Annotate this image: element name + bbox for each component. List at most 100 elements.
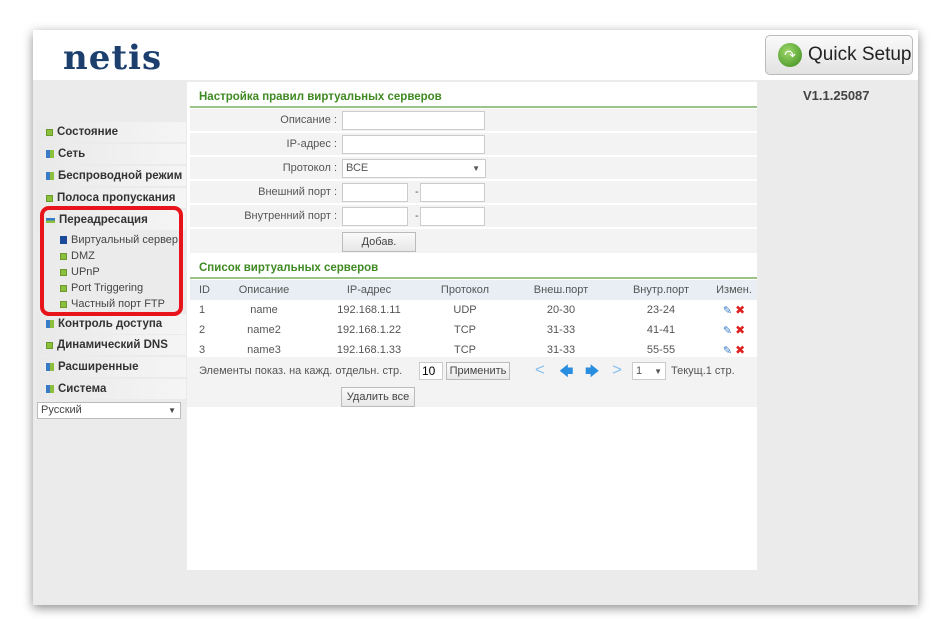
table-cell: 23-24 — [646, 304, 676, 316]
subitem-dmz[interactable]: DMZ — [60, 250, 95, 262]
page-select[interactable]: 1 ▼ — [632, 362, 666, 380]
last-page-icon[interactable]: > — [612, 360, 622, 379]
next-page-arrow-icon[interactable]: 🡆 — [585, 363, 600, 379]
internal-port-end-input[interactable] — [420, 207, 485, 226]
delete-x-icon[interactable]: ✖ — [735, 323, 746, 337]
highlight-box — [40, 206, 183, 316]
divider — [190, 277, 757, 279]
grid-icon — [46, 385, 54, 393]
protocol-value: ВСЕ — [346, 162, 369, 174]
main-content: Настройка правил виртуальных серверов Оп… — [187, 82, 757, 570]
table-cell: 192.168.1.22 — [336, 324, 402, 336]
table-cell: TCP — [454, 344, 476, 356]
table-cell: 31-33 — [546, 344, 576, 356]
square-icon — [60, 284, 67, 292]
delete-x-icon[interactable]: ✖ — [735, 343, 746, 357]
header: netis ↷ Quick Setup — [33, 30, 918, 80]
square-icon — [60, 300, 67, 308]
ip-label: IP-адрес : — [286, 138, 337, 150]
sidebar-item-ddns[interactable]: Динамический DNS — [37, 335, 186, 355]
table-cell: 1 — [199, 304, 206, 316]
column-header: Внутр.порт — [632, 284, 690, 296]
sidebar-label: Состояние — [57, 126, 119, 138]
protocol-select[interactable]: ВСЕ ▼ — [342, 159, 486, 178]
sidebar-item-bandwidth[interactable]: Полоса пропускания — [37, 188, 186, 208]
router-admin-window: netis ↷ Quick Setup V1.1.25087 Состояние … — [33, 30, 918, 605]
subitem-ftp-port[interactable]: Частный порт FTP — [60, 298, 165, 310]
current-page-text: Текущ.1 стр. — [671, 365, 735, 377]
row-actions: ✎ ✖ — [723, 323, 745, 337]
apply-button[interactable]: Применить — [446, 362, 510, 380]
grid-icon — [46, 363, 54, 371]
internal-port-start-input[interactable] — [342, 207, 408, 226]
subitem-label: Частный порт FTP — [71, 298, 165, 310]
square-icon — [46, 341, 53, 349]
sidebar-label: Беспроводной режим — [58, 170, 183, 182]
table-cell: 192.168.1.11 — [337, 304, 401, 316]
table-header — [190, 280, 757, 300]
chevron-down-icon: ▼ — [654, 367, 662, 376]
delete-all-button[interactable]: Удалить все — [341, 387, 415, 407]
language-select[interactable]: Русский ▼ — [37, 402, 181, 419]
sidebar-label: Полоса пропускания — [57, 192, 176, 204]
sidebar-item-forwarding[interactable]: Переадресация — [37, 210, 186, 230]
language-value: Русский — [41, 404, 82, 416]
active-arrow-icon — [60, 236, 67, 244]
protocol-row: Протокол : ВСЕ ▼ — [190, 157, 757, 180]
table-header-row: ID Описание IP-адрес Протокол Внеш.порт Внутр… — [187, 280, 757, 300]
sidebar-item-advanced[interactable]: Расширенные — [37, 357, 186, 377]
edit-pencil-icon[interactable]: ✎ — [722, 325, 733, 337]
delete-x-icon[interactable]: ✖ — [735, 303, 746, 317]
subitem-port-triggering[interactable]: Port Triggering — [60, 282, 143, 294]
internal-port-row: Внутренний порт : - — [190, 205, 757, 228]
ip-input[interactable] — [342, 135, 485, 154]
add-button[interactable]: Добав. — [342, 232, 416, 252]
quick-setup-label: Quick Setup — [808, 44, 912, 65]
sidebar-label: Контроль доступа — [58, 318, 163, 330]
sidebar-item-system[interactable]: Система — [37, 379, 186, 399]
sidebar-item-network[interactable]: Сеть — [37, 144, 186, 164]
subitem-upnp[interactable]: UPnP — [60, 266, 100, 278]
edit-pencil-icon[interactable]: ✎ — [722, 305, 733, 317]
subitem-label: Port Triggering — [71, 282, 144, 294]
list-title: Список виртуальных серверов — [199, 262, 379, 274]
protocol-label: Протокол : — [282, 162, 337, 174]
sidebar-label: Переадресация — [59, 214, 148, 226]
subitem-virtual-server[interactable]: Виртуальный сервер — [60, 234, 178, 246]
square-icon — [46, 194, 53, 202]
table-cell: 55-55 — [646, 344, 676, 356]
table-row: 1 name 192.168.1.11 UDP 20-30 23-24 ✎ ✖ — [187, 300, 757, 320]
netis-logo: netis — [63, 38, 163, 78]
sidebar-item-status[interactable]: Состояние — [37, 122, 186, 142]
column-header: Протокол — [440, 284, 490, 296]
sidebar-item-access-control[interactable]: Контроль доступа — [37, 314, 186, 334]
chevron-down-icon: ▼ — [168, 406, 176, 415]
divider — [190, 106, 757, 108]
grid-icon — [46, 172, 54, 180]
edit-pencil-icon[interactable]: ✎ — [722, 345, 733, 357]
table-cell: 20-30 — [546, 304, 576, 316]
description-input[interactable] — [342, 111, 485, 130]
square-icon — [46, 128, 53, 136]
sidebar-item-wireless[interactable]: Беспроводной режим — [37, 166, 186, 186]
table-cell: TCP — [454, 324, 476, 336]
per-page-input[interactable]: 10 — [419, 362, 443, 380]
row-actions: ✎ ✖ — [723, 303, 745, 317]
subitem-label: Виртуальный сервер — [71, 234, 179, 246]
quick-setup-button[interactable]: ↷ Quick Setup — [765, 35, 913, 75]
row-actions: ✎ ✖ — [723, 343, 745, 357]
sidebar-label: Система — [58, 383, 107, 395]
dash: - — [415, 210, 419, 222]
external-port-end-input[interactable] — [420, 183, 485, 202]
per-page-label: Элементы показ. на кажд. отдельн. стр. — [199, 365, 403, 377]
external-port-start-input[interactable] — [342, 183, 408, 202]
table-row: 3 name3 192.168.1.33 TCP 31-33 55-55 ✎ ✖ — [187, 340, 757, 360]
sidebar-label: Сеть — [58, 148, 86, 160]
form-title: Настройка правил виртуальных серверов — [199, 91, 442, 103]
first-page-icon[interactable]: < — [535, 360, 545, 379]
description-label: Описание : — [280, 114, 337, 126]
pagination-bar: Элементы показ. на кажд. отдельн. стр. 1… — [187, 357, 757, 407]
prev-page-arrow-icon[interactable]: 🡄 — [559, 363, 574, 379]
column-header: Внеш.порт — [533, 284, 589, 296]
table-cell: 3 — [199, 344, 206, 356]
